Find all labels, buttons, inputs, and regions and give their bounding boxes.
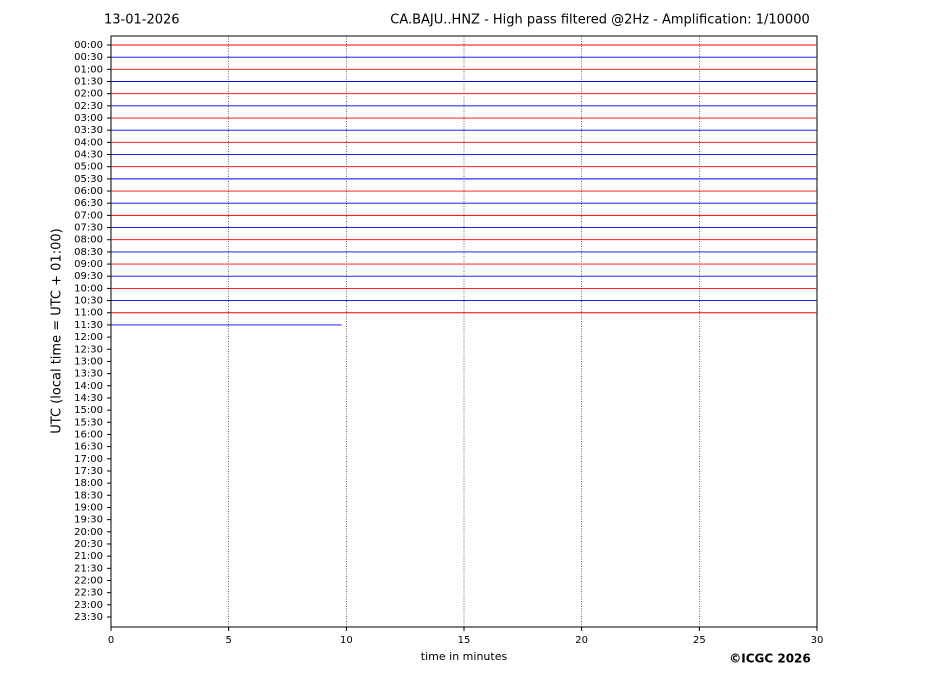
y-tick-label: 15:30 (74, 417, 103, 428)
y-tick-label: 11:00 (74, 308, 103, 319)
y-tick-label: 13:00 (74, 356, 103, 367)
y-tick-label: 18:30 (74, 490, 103, 501)
x-tick-label: 5 (225, 635, 231, 646)
y-tick-label: 11:30 (74, 320, 103, 331)
y-tick-label: 09:30 (74, 271, 103, 282)
y-tick-label: 09:00 (74, 259, 103, 270)
y-tick-label: 17:30 (74, 466, 103, 477)
x-axis-label: time in minutes (421, 650, 508, 663)
y-tick-label: 16:30 (74, 442, 103, 453)
y-tick-label: 23:30 (74, 612, 103, 623)
y-tick-label: 01:00 (74, 64, 103, 75)
y-tick-label: 06:00 (74, 186, 103, 197)
x-tick-label: 20 (575, 635, 588, 646)
y-tick-label: 02:30 (74, 101, 103, 112)
y-tick-label: 13:30 (74, 369, 103, 380)
y-tick-label: 14:30 (74, 393, 103, 404)
y-tick-label: 22:30 (74, 588, 103, 599)
y-tick-label: 16:00 (74, 429, 103, 440)
y-tick-label: 03:00 (74, 113, 103, 124)
y-tick-label: 00:00 (74, 40, 103, 51)
y-tick-label: 15:00 (74, 405, 103, 416)
y-tick-label: 23:00 (74, 600, 103, 611)
y-axis-label: UTC (local time = UTC + 01:00) (50, 228, 65, 433)
y-tick-label: 01:30 (74, 77, 103, 88)
x-tick-label: 15 (458, 635, 471, 646)
y-tick-label: 03:30 (74, 125, 103, 136)
y-tick-label: 18:00 (74, 478, 103, 489)
y-tick-label: 08:00 (74, 235, 103, 246)
y-tick-label: 07:00 (74, 210, 103, 221)
y-tick-label: 05:30 (74, 174, 103, 185)
y-tick-label: 04:30 (74, 150, 103, 161)
y-tick-label: 22:00 (74, 575, 103, 586)
y-tick-label: 17:00 (74, 454, 103, 465)
y-tick-label: 02:00 (74, 89, 103, 100)
x-tick-label: 25 (693, 635, 706, 646)
y-tick-label: 08:30 (74, 247, 103, 258)
y-tick-label: 00:30 (74, 52, 103, 63)
y-tick-label: 10:00 (74, 283, 103, 294)
chart-title: CA.BAJU..HNZ - High pass filtered @2Hz -… (390, 13, 810, 28)
x-tick-label: 30 (811, 635, 824, 646)
credit: ©ICGC 2026 (729, 652, 811, 666)
y-tick-label: 07:30 (74, 223, 103, 234)
y-tick-label: 20:30 (74, 539, 103, 550)
y-tick-label: 19:30 (74, 515, 103, 526)
y-tick-label: 20:00 (74, 527, 103, 538)
y-tick-label: 12:30 (74, 344, 103, 355)
y-tick-label: 21:30 (74, 563, 103, 574)
y-tick-label: 19:00 (74, 502, 103, 513)
date: 13-01-2026 (104, 13, 180, 28)
y-tick-label: 21:00 (74, 551, 103, 562)
y-tick-label: 06:30 (74, 198, 103, 209)
y-tick-label: 12:00 (74, 332, 103, 343)
y-tick-label: 10:30 (74, 296, 103, 307)
y-tick-label: 14:00 (74, 381, 103, 392)
x-tick-label: 0 (108, 635, 114, 646)
y-tick-label: 05:00 (74, 162, 103, 173)
x-tick-label: 10 (340, 635, 353, 646)
y-tick-label: 04:00 (74, 137, 103, 148)
